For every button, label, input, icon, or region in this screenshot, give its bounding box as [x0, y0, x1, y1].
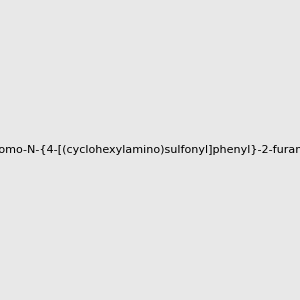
Text: 5-bromo-N-{4-[(cyclohexylamino)sulfonyl]phenyl}-2-furamide: 5-bromo-N-{4-[(cyclohexylamino)sulfonyl]…	[0, 145, 300, 155]
